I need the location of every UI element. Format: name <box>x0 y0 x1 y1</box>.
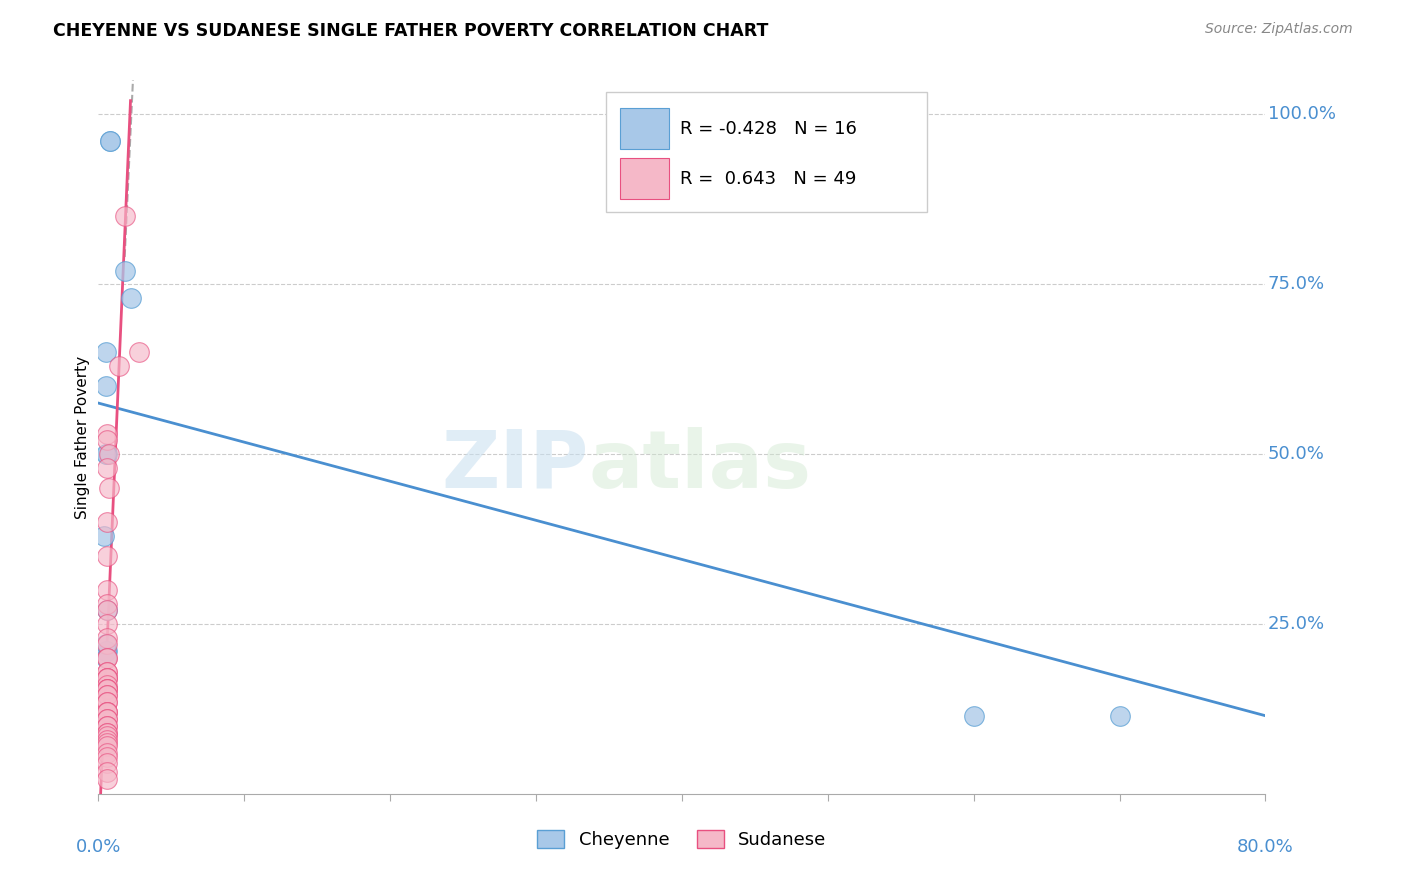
Point <box>94 637 117 651</box>
Point <box>96 695 118 709</box>
Point <box>114 209 136 223</box>
Point <box>96 671 118 685</box>
Text: R = -0.428   N = 16: R = -0.428 N = 16 <box>679 120 856 137</box>
Point <box>96 706 118 720</box>
Point <box>96 746 118 760</box>
Point <box>128 345 150 359</box>
Point <box>1108 708 1130 723</box>
Bar <box>620 108 669 150</box>
Point <box>98 135 121 149</box>
Point <box>96 678 118 692</box>
Text: ZIP: ZIP <box>441 426 589 505</box>
Point <box>96 603 118 617</box>
Point <box>96 706 118 720</box>
Point <box>96 515 118 529</box>
Point <box>96 772 118 786</box>
Point <box>96 712 118 726</box>
Point <box>97 481 120 495</box>
Text: R =  0.643   N = 49: R = 0.643 N = 49 <box>679 169 856 187</box>
Point <box>96 434 118 448</box>
Point <box>94 644 117 658</box>
Point <box>96 631 118 645</box>
Point <box>96 689 118 703</box>
Point <box>96 749 118 764</box>
Point <box>96 681 118 696</box>
Point <box>96 719 118 733</box>
Point <box>96 597 118 611</box>
Point <box>114 263 136 277</box>
Legend: Cheyenne, Sudanese: Cheyenne, Sudanese <box>530 822 834 856</box>
Point <box>96 651 118 665</box>
Point <box>96 765 118 780</box>
FancyBboxPatch shape <box>606 93 927 212</box>
Text: 75.0%: 75.0% <box>1268 275 1324 293</box>
Point <box>96 695 118 709</box>
Point <box>96 706 118 720</box>
Point <box>96 689 118 703</box>
Point <box>96 426 118 441</box>
Text: CHEYENNE VS SUDANESE SINGLE FATHER POVERTY CORRELATION CHART: CHEYENNE VS SUDANESE SINGLE FATHER POVER… <box>53 22 769 40</box>
Point <box>96 739 118 754</box>
Point <box>120 291 142 305</box>
Point <box>94 447 117 461</box>
Point <box>96 681 118 696</box>
Point <box>96 725 118 739</box>
Text: 80.0%: 80.0% <box>1237 838 1294 856</box>
Point <box>96 729 118 743</box>
Point <box>96 665 118 679</box>
Point <box>96 665 118 679</box>
Point <box>96 603 118 617</box>
Y-axis label: Single Father Poverty: Single Father Poverty <box>75 356 90 518</box>
Point <box>96 651 118 665</box>
Point <box>96 681 118 696</box>
Point <box>96 617 118 632</box>
Point <box>962 708 984 723</box>
Point <box>96 756 118 771</box>
Point <box>96 549 118 563</box>
Point <box>94 379 117 393</box>
Point <box>96 671 118 685</box>
Text: atlas: atlas <box>589 426 811 505</box>
Point <box>96 736 118 750</box>
Point <box>96 644 118 658</box>
Text: 25.0%: 25.0% <box>1268 615 1324 633</box>
Point <box>94 345 117 359</box>
Point <box>96 460 118 475</box>
Point <box>96 732 118 747</box>
Point <box>96 725 118 739</box>
Point <box>96 637 118 651</box>
Point <box>96 719 118 733</box>
Text: 100.0%: 100.0% <box>1268 105 1336 123</box>
Point <box>93 528 115 542</box>
Point <box>98 135 121 149</box>
Text: 0.0%: 0.0% <box>76 838 121 856</box>
Text: Source: ZipAtlas.com: Source: ZipAtlas.com <box>1205 22 1353 37</box>
Point <box>108 359 131 373</box>
Point <box>96 582 118 597</box>
Point <box>96 671 118 685</box>
Point <box>96 447 118 461</box>
Point <box>97 447 120 461</box>
Point <box>94 651 117 665</box>
Bar <box>620 158 669 200</box>
Point <box>96 712 118 726</box>
Text: 50.0%: 50.0% <box>1268 445 1324 463</box>
